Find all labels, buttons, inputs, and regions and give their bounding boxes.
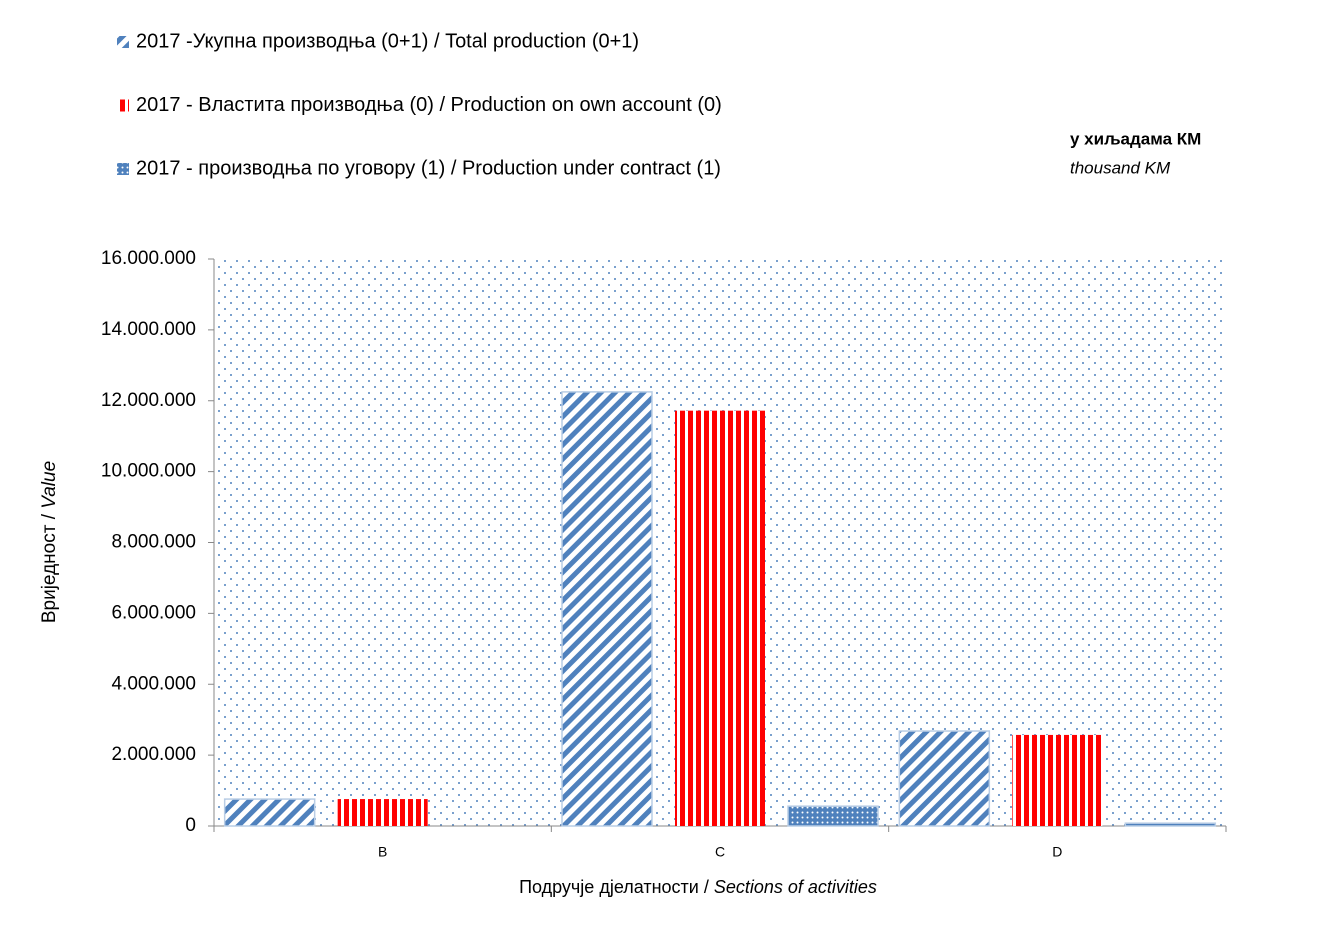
bar — [561, 391, 653, 827]
legend-swatch — [117, 163, 129, 175]
y-tick-label: 12.000.000 — [101, 390, 196, 411]
bar — [787, 805, 879, 827]
bar — [675, 410, 765, 826]
legend-label: 2017 - Властита производња (0) / Product… — [136, 94, 722, 116]
bar — [1012, 734, 1103, 826]
y-tick-label: 6.000.000 — [111, 602, 196, 623]
y-tick-label: 8.000.000 — [111, 532, 196, 553]
y-tick-label: 0 — [185, 815, 196, 836]
y-tick-label: 4.000.000 — [111, 673, 196, 694]
legend-swatch — [117, 36, 129, 48]
y-tick-label: 14.000.000 — [101, 319, 196, 340]
legend-label: 2017 -Укупна производња (0+1) / Total pr… — [136, 30, 639, 52]
x-tick-label: C — [715, 844, 725, 860]
x-tick-label: B — [378, 844, 387, 860]
y-tick-label: 2.000.000 — [111, 744, 196, 765]
legend-swatch — [117, 99, 129, 112]
bar — [223, 798, 316, 827]
unit-note: thousand KM — [1070, 158, 1171, 177]
y-tick-label: 10.000.000 — [101, 461, 196, 482]
y-tick-label: 16.000.000 — [101, 248, 196, 269]
x-tick-label: D — [1052, 844, 1062, 860]
bar — [1124, 822, 1217, 827]
legend-label: 2017 - производња по уговору (1) / Produ… — [136, 157, 721, 179]
bar — [898, 730, 991, 827]
y-axis-label: Вриједност / Value — [39, 461, 60, 623]
bar — [337, 799, 428, 826]
x-axis-label: Подручје дјелатности / Sections of activ… — [519, 877, 877, 897]
unit-note: у хиљадама КМ — [1070, 129, 1201, 148]
